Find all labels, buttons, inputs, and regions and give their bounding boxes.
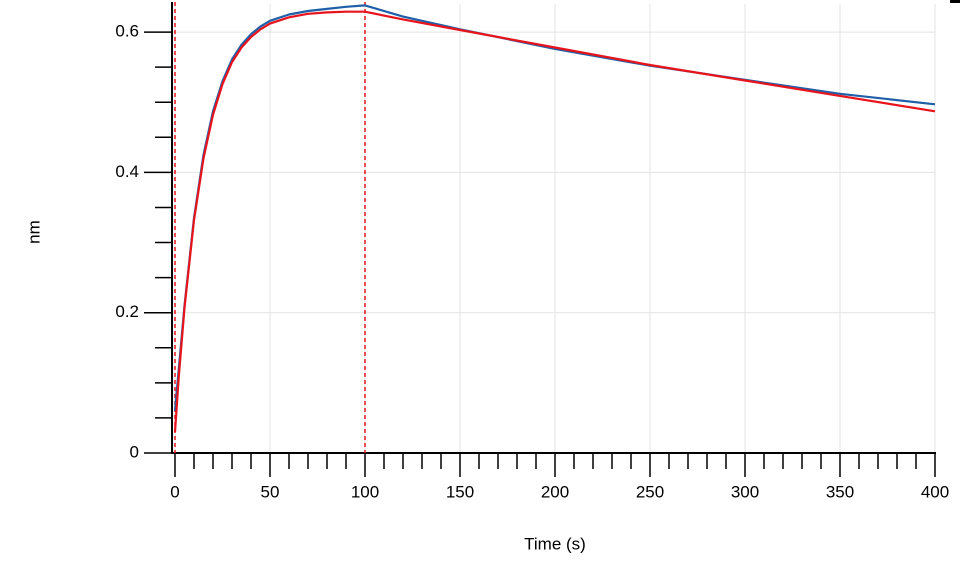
y-tick-label: 0.4 <box>115 162 139 181</box>
x-tick-label: 250 <box>636 482 664 501</box>
series-line <box>173 10 936 433</box>
x-tick-label: 400 <box>921 482 949 501</box>
y-tick-label: 0.2 <box>115 302 139 321</box>
x-tick-label: 350 <box>826 482 854 501</box>
y-tick-label: 0.6 <box>115 22 139 41</box>
x-tick-label: 150 <box>446 482 474 501</box>
x-tick-label: 100 <box>351 482 379 501</box>
y-axis-label: nm <box>24 220 43 244</box>
x-axis-label: Time (s) <box>524 534 586 553</box>
x-tick-label: 200 <box>541 482 569 501</box>
x-tick-label: 50 <box>261 482 280 501</box>
y-tick-label: 0 <box>130 442 139 461</box>
x-tick-label: 0 <box>170 482 179 501</box>
x-tick-label: 300 <box>731 482 759 501</box>
corner-mark <box>950 0 960 3</box>
